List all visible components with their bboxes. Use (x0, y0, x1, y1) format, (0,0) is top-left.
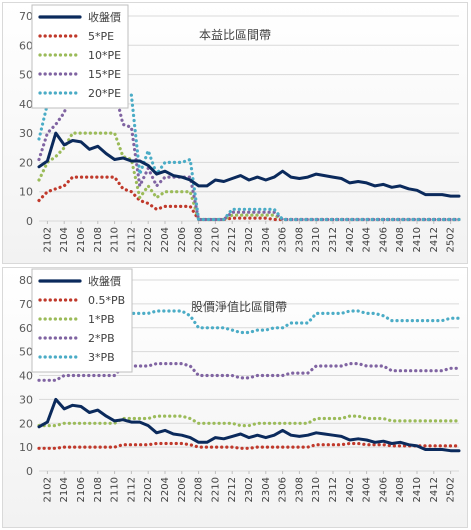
chart1-x-tick-label: 2304 (261, 477, 272, 502)
chart1-x-tick-label: 2112 (126, 477, 137, 502)
chart1-x-tick-label: 2204 (160, 477, 171, 502)
chart0-x-tick-label: 2108 (93, 227, 104, 252)
chart1-legend-label-0: 收盤價 (88, 274, 121, 288)
chart0-x-tick-label: 2202 (143, 227, 154, 252)
chart1-x-tick-label: 2306 (278, 477, 289, 502)
chart0-y-tick-label: 20 (19, 156, 33, 169)
chart1-legend: 收盤價 0.5*PB 1*PB 2*PB 3*PB (31, 268, 133, 373)
chart1-series-line-2 (37, 414, 461, 428)
chart1-y-tick-label: 10 (19, 441, 33, 454)
chart0-x-tick-label: 2212 (227, 227, 238, 252)
chart0-x-tick-label: 2102 (42, 227, 53, 252)
chart0-legend-box (31, 4, 129, 109)
chart1-x-tick-label: 2310 (311, 477, 322, 502)
chart1-series-line-4 (37, 309, 461, 339)
chart1-x-tick-label: 2408 (395, 477, 406, 502)
chart0-x-tick-label: 2206 (177, 227, 188, 252)
chart0-x-tick-label: 2312 (328, 227, 339, 252)
chart1-y-tick-label: 50 (19, 346, 33, 359)
chart0-x-tick-label: 2306 (278, 227, 289, 252)
chart1-x-tick-label: 2402 (345, 477, 356, 502)
chart0-x-tick-label: 2304 (261, 227, 272, 252)
pb-band-chart-panel: 0 10 20 30 40 50 60 70 80 2102 2104 2106 2108 2110 211… (2, 267, 468, 528)
pe-band-chart-panel: 0 10 20 30 40 50 60 70 2102 2104 2106 2108 2110 2112 2… (2, 2, 468, 264)
chart1-x-tick-label: 2108 (93, 477, 104, 502)
chart1-y-tick-label: 70 (19, 298, 33, 311)
chart1-x-tick-label: 2106 (76, 477, 87, 502)
chart0-legend-label-2: 10*PE (88, 49, 121, 62)
chart0-x-tick-label: 2204 (160, 227, 171, 252)
chart0-x-tick-label: 2310 (311, 227, 322, 252)
chart0-x-tick-label: 2408 (395, 227, 406, 252)
chart0-x-tick-label: 2112 (126, 227, 137, 252)
chart1-y-tick-label: 0 (26, 465, 33, 478)
chart1-x-tick-label: 2308 (294, 477, 305, 502)
chart1-x-tick-label: 2410 (412, 477, 423, 502)
chart0-x-tick-label: 2406 (378, 227, 389, 252)
chart0-x-tick-label: 2412 (429, 227, 440, 252)
chart1-x-tick-label: 2202 (143, 477, 154, 502)
chart0-x-tick-label: 2410 (412, 227, 423, 252)
chart1-series-line-0 (37, 397, 461, 453)
chart1-legend-label-4: 3*PB (88, 351, 115, 364)
chart0-y-tick-label: 30 (19, 127, 33, 140)
chart0-series-line-3 (37, 87, 461, 222)
chart0-y-tick-label: 40 (19, 98, 33, 111)
chart1-x-tick-label: 2104 (59, 477, 70, 502)
chart1-y-tick-label: 40 (19, 370, 33, 383)
chart0-legend-label-3: 15*PE (88, 68, 121, 81)
chart1-x-tick-label: 2312 (328, 477, 339, 502)
chart1-y-tick-label: 80 (19, 274, 33, 287)
chart0-y-tick-label: 0 (26, 215, 33, 228)
chart0-y-tick-label: 50 (19, 69, 33, 82)
chart0-x-tick-label: 2308 (294, 227, 305, 252)
chart0-x-tick-label: 2106 (76, 227, 87, 252)
chart0-x-tick-label: 2104 (59, 227, 70, 252)
chart1-x-tick-label: 2206 (177, 477, 188, 502)
chart1-series-line-3 (37, 361, 461, 382)
chart1-x-tick-label: 2302 (244, 477, 255, 502)
chart1-x-tick-label: 2412 (429, 477, 440, 502)
pe-band-chart: 0 10 20 30 40 50 60 70 2102 2104 2106 2108 2110 2112 2… (19, 4, 461, 252)
chart1-x-tick-label: 2208 (194, 477, 205, 502)
chart0-legend-label-0: 收盤價 (88, 10, 121, 24)
chart1-legend-label-3: 2*PB (88, 332, 115, 345)
chart1-y-tick-label: 30 (19, 393, 33, 406)
chart0-legend-label-1: 5*PE (88, 30, 114, 43)
chart1-series-line-1 (37, 441, 461, 450)
chart1-y-tick-label: 20 (19, 417, 33, 430)
chart0-x-tick-label: 2208 (194, 227, 205, 252)
chart0-series-line-0 (37, 131, 461, 198)
chart1-legend-label-2: 1*PB (88, 313, 115, 326)
chart1-legend-box (31, 268, 133, 373)
chart0-title: 本益比區間帶 (199, 28, 271, 42)
chart0-legend: 收盤價 5*PE 10*PE 15*PE 20*PE (31, 4, 129, 109)
chart1-x-tick-label: 2502 (446, 477, 457, 502)
chart0-x-tick-label: 2502 (446, 227, 457, 252)
chart1-x-tick-label: 2102 (42, 477, 53, 502)
chart0-x-tick-label: 2302 (244, 227, 255, 252)
chart0-x-tick-label: 2210 (210, 227, 221, 252)
chart0-x-tick-label: 2110 (110, 227, 121, 252)
pb-band-chart: 0 10 20 30 40 50 60 70 80 2102 2104 2106 2108 2110 211… (19, 268, 461, 502)
chart0-y-tick-label: 10 (19, 186, 33, 199)
chart1-x-tick-label: 2210 (210, 477, 221, 502)
chart0-x-tick-label: 2402 (345, 227, 356, 252)
chart1-title: 股價淨值比區間帶 (191, 299, 287, 314)
chart1-x-tick-label: 2212 (227, 477, 238, 502)
chart0-x-tick-label: 2404 (362, 227, 373, 252)
chart1-x-tick-label: 2406 (378, 477, 389, 502)
chart1-legend-label-1: 0.5*PB (88, 294, 125, 307)
chart0-legend-label-4: 20*PE (88, 87, 121, 100)
chart1-y-tick-label: 60 (19, 322, 33, 335)
chart1-x-tick-label: 2110 (110, 477, 121, 502)
chart1-x-tick-label: 2404 (362, 477, 373, 502)
chart0-y-tick-label: 60 (19, 39, 33, 52)
chart0-y-tick-label: 70 (19, 10, 33, 23)
